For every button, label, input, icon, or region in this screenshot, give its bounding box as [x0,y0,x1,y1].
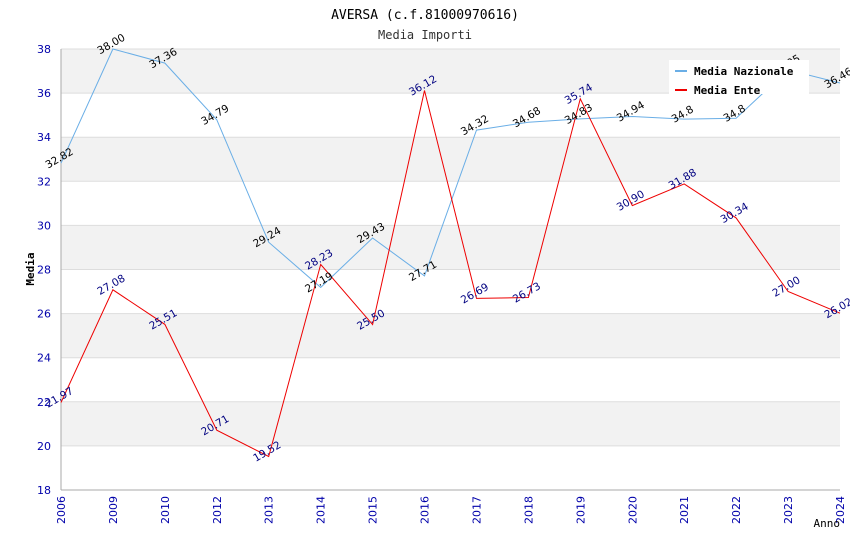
data-label-nazionale: 34.94 [615,99,647,125]
y-tick-label: 30 [37,219,51,232]
legend-label-ente: Media Ente [694,84,761,97]
x-tick-label: 2012 [211,496,224,524]
data-label-nazionale: 27.19 [303,270,335,295]
legend-label-nazionale: Media Nazionale [694,65,794,78]
y-tick-label: 36 [37,87,51,100]
band [61,401,840,446]
x-tick-label: 2018 [522,496,535,524]
series-lines [60,48,841,458]
x-tick-label: 2016 [419,496,432,524]
x-tick-label: 2006 [55,496,68,524]
x-tick-label: 2023 [782,496,795,524]
data-label-ente: 26.69 [459,281,491,306]
x-tick-label: 2020 [626,496,639,524]
y-tick-label: 24 [37,352,51,365]
x-tick-label: 2013 [263,496,276,524]
y-tick-label: 20 [37,440,51,453]
data-label-nazionale: 34.68 [511,105,543,130]
x-tick-label: 2021 [678,496,691,524]
x-tick-label: 2017 [470,496,483,524]
series-line-media-ente [60,90,841,458]
chart-subtitle: Media Importi [378,28,472,42]
legend: Media Nazionale Media Ente [669,60,809,97]
x-tick-label: 2009 [107,496,120,524]
y-tick-label: 22 [37,396,51,409]
axes [60,49,840,491]
data-label-ente: 30.34 [719,200,751,226]
x-tick-label: 2014 [315,496,328,524]
y-axis-label: Media [24,252,37,285]
x-tick-label: 2024 [834,496,847,524]
y-tick-label: 34 [37,131,51,144]
x-axis-ticks: 2006 2009 2010 2012 2013 2014 2015 2016 2017 2018… [55,496,847,524]
band [61,225,840,270]
x-tick-label: 2022 [730,496,743,524]
y-axis-ticks: 18 20 22 24 26 28 30 32 34 36 38 [37,43,51,497]
data-label-nazionale: 34.8 [722,103,748,125]
band [61,313,840,358]
background-bands [61,48,840,491]
y-tick-label: 28 [37,264,51,277]
x-axis-label: Anno [814,517,841,530]
y-tick-label: 38 [37,43,51,56]
x-tick-label: 2019 [574,496,587,524]
x-tick-label: 2015 [367,496,380,524]
chart-title: AVERSA (c.f.81000970616) [331,8,519,23]
y-tick-label: 26 [37,308,51,321]
data-label-nazionale: 34.8 [670,103,696,125]
series-line-media-nazionale [60,48,841,289]
x-tick-label: 2010 [159,496,172,524]
y-tick-label: 18 [37,484,51,497]
y-tick-label: 32 [37,175,51,188]
data-label-ente: 26.73 [511,280,543,305]
band [61,137,840,182]
data-label-ente: 30.90 [615,188,647,213]
legend-box [669,60,809,94]
